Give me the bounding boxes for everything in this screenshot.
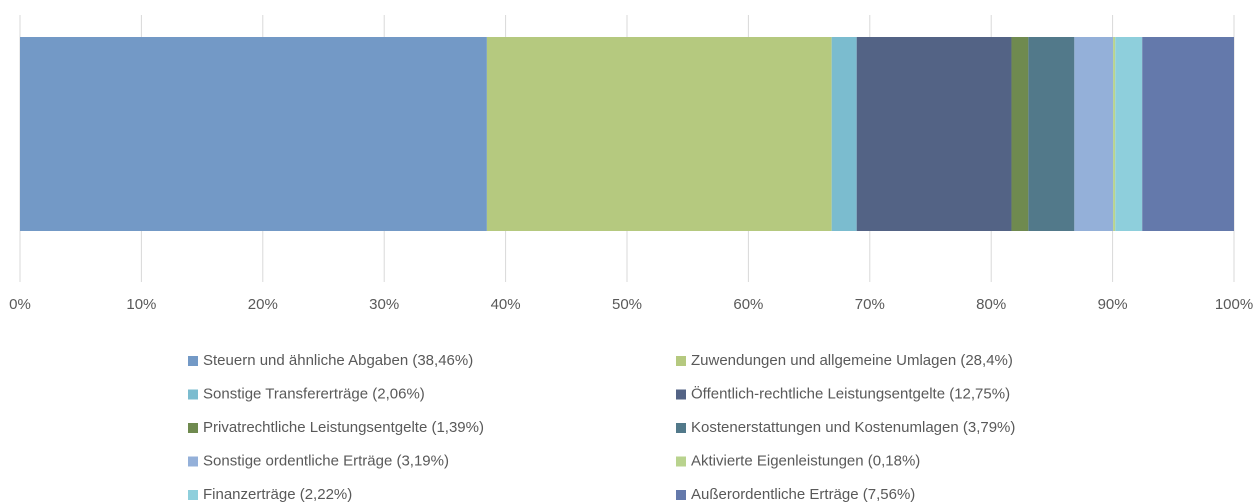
legend-label: Zuwendungen und allgemeine Umlagen (28,4… bbox=[691, 352, 1013, 369]
bar-segment bbox=[1142, 37, 1234, 231]
legend-swatch bbox=[188, 423, 198, 433]
bar-segment bbox=[1011, 37, 1029, 231]
legend-swatch bbox=[188, 356, 198, 366]
bar-segment bbox=[1028, 37, 1075, 231]
bar-segment bbox=[831, 37, 857, 231]
x-tick-label: 100% bbox=[1215, 296, 1253, 313]
x-tick-label: 0% bbox=[9, 296, 31, 313]
legend-swatch bbox=[676, 389, 686, 400]
x-tick-label: 60% bbox=[733, 296, 763, 313]
legend-label: Steuern und ähnliche Abgaben (38,46%) bbox=[203, 352, 473, 369]
x-tick-label: 40% bbox=[491, 296, 521, 313]
legend-label: Privatrechtliche Leistungsentgelte (1,39… bbox=[203, 419, 484, 436]
x-tick-label: 10% bbox=[126, 296, 156, 313]
legend-label: Öffentlich-rechtliche Leistungsentgelte … bbox=[691, 384, 1010, 402]
legend-swatch bbox=[188, 389, 198, 400]
legend-label: Finanzerträge (2,22%) bbox=[203, 486, 352, 503]
legend-label: Aktivierte Eigenleistungen (0,18%) bbox=[691, 452, 920, 469]
bar-segment bbox=[20, 37, 487, 231]
bar-segment bbox=[1115, 37, 1143, 231]
x-tick-label: 70% bbox=[855, 296, 885, 313]
x-tick-label: 20% bbox=[248, 296, 278, 313]
legend-label: Sonstige Transfererträge (2,06%) bbox=[203, 385, 425, 402]
x-tick-label: 80% bbox=[976, 296, 1006, 313]
legend-label: Außerordentliche Erträge (7,56%) bbox=[691, 486, 915, 503]
legend-swatch bbox=[676, 456, 686, 467]
bar-segment bbox=[856, 37, 1012, 231]
legend-swatch bbox=[188, 490, 198, 500]
bar-segment bbox=[1074, 37, 1114, 231]
legend-label: Sonstige ordentliche Erträge (3,19%) bbox=[203, 452, 449, 469]
bar-segment bbox=[486, 37, 832, 231]
x-tick-label: 90% bbox=[1098, 296, 1128, 313]
x-tick-label: 50% bbox=[612, 296, 642, 313]
legend-label: Kostenerstattungen und Kostenumlagen (3,… bbox=[691, 419, 1015, 436]
bar-segment bbox=[1113, 37, 1116, 231]
legend-swatch bbox=[676, 490, 686, 500]
legend-swatch bbox=[676, 356, 686, 366]
x-tick-label: 30% bbox=[369, 296, 399, 313]
legend-swatch bbox=[188, 456, 198, 467]
legend-swatch bbox=[676, 423, 686, 433]
